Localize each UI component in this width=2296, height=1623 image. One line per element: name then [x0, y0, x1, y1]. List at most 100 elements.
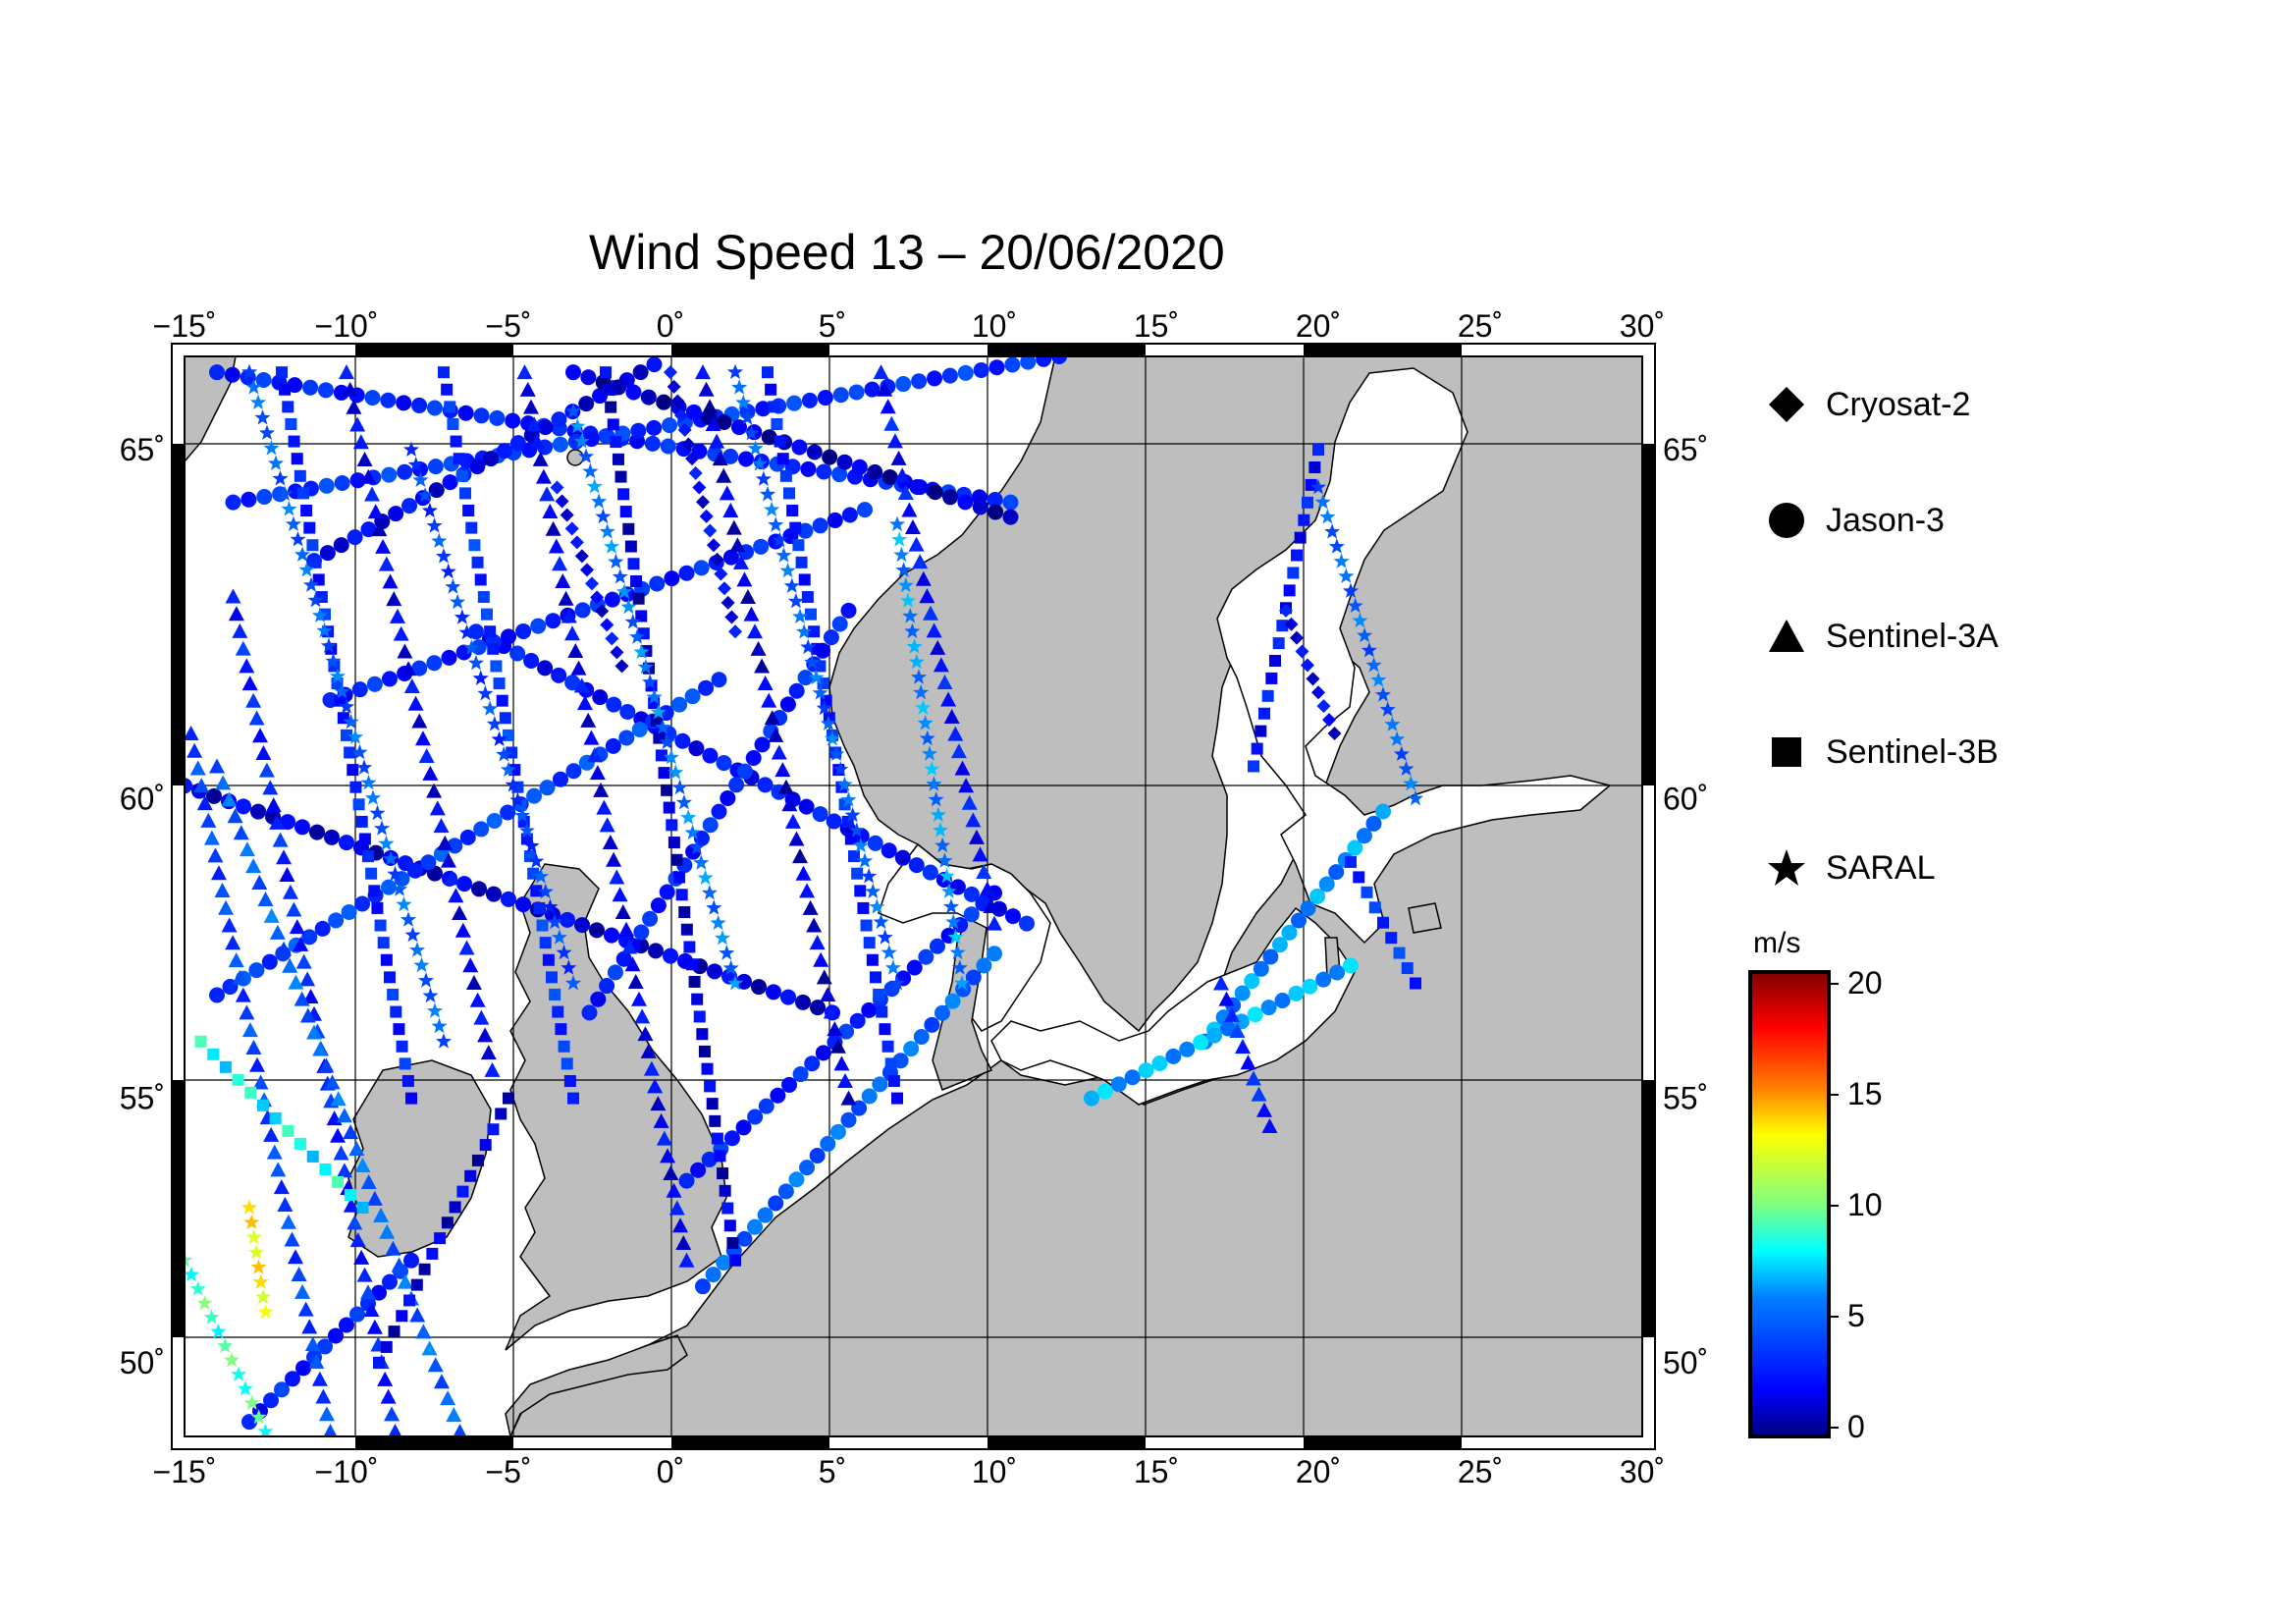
- track-point-sentinel-3b: [666, 819, 678, 832]
- track-point-saral: [189, 1280, 206, 1296]
- track-point-cryosat-2: [681, 437, 696, 452]
- track-point-jason-3: [263, 1392, 279, 1409]
- track-point-jason-3: [515, 622, 532, 639]
- track-point-jason-3: [957, 494, 974, 511]
- track-point-sentinel-3a: [829, 1038, 846, 1054]
- track-point-sentinel-3b: [688, 975, 701, 988]
- track-point-sentinel-3b: [481, 608, 493, 621]
- track-point-sentinel-3a: [743, 606, 760, 622]
- track-point-sentinel-3b: [678, 906, 691, 919]
- track-point-saral: [551, 929, 567, 945]
- track-point-sentinel-3a: [232, 969, 248, 985]
- track-point-jason-3: [578, 396, 595, 412]
- track-point-jason-3: [382, 1273, 398, 1290]
- track-point-sentinel-3b: [527, 867, 540, 880]
- track-point-saral: [463, 639, 480, 655]
- track-point-sentinel-3a: [764, 710, 780, 726]
- track-point-sentinel-3a: [462, 957, 479, 973]
- track-point-sentinel-3a: [555, 573, 571, 589]
- track-point-jason-3: [664, 570, 680, 587]
- track-point-sentinel-3a: [606, 851, 622, 867]
- track-point-jason-3: [552, 436, 568, 453]
- track-point-saral: [245, 1228, 262, 1245]
- track-point-saral: [895, 562, 912, 577]
- track-point-sentinel-3a: [722, 503, 739, 518]
- track-point-jason-3: [735, 1119, 752, 1136]
- track-point-jason-3: [851, 459, 868, 475]
- track-point-jason-3: [302, 379, 319, 396]
- track-point-jason-3: [738, 451, 754, 467]
- track-point-saral: [237, 1380, 253, 1396]
- track-point-jason-3: [806, 444, 823, 460]
- lat-tick-label: 60˚: [1663, 781, 1708, 816]
- track-point-cryosat-2: [1306, 672, 1320, 686]
- track-point-saral: [257, 1423, 274, 1436]
- track-point-jason-3: [812, 517, 828, 534]
- track-point-sentinel-3b: [563, 1074, 576, 1087]
- track-point-jason-3: [766, 984, 781, 1001]
- track-point-jason-3: [318, 477, 335, 494]
- triangle-icon: [1769, 620, 1804, 652]
- track-point-jason-3: [401, 498, 418, 514]
- track-point-sentinel-3a: [312, 1041, 329, 1056]
- track-point-sentinel-3a: [901, 502, 918, 517]
- lon-tick-label: −5˚: [485, 1454, 531, 1489]
- track-point-jason-3: [483, 451, 500, 467]
- track-point-jason-3: [649, 575, 666, 592]
- track-point-sentinel-3a: [228, 952, 244, 968]
- track-point-jason-3: [590, 991, 607, 1007]
- track-point-jason-3: [747, 1218, 764, 1235]
- track-point-jason-3: [722, 448, 739, 464]
- track-point-sentinel-3a: [324, 1074, 341, 1090]
- track-point-jason-3: [625, 384, 642, 401]
- track-point-sentinel-3a: [221, 917, 238, 933]
- track-point-saral: [921, 745, 938, 761]
- track-point-saral: [440, 563, 456, 579]
- track-point-saral: [556, 944, 572, 960]
- track-point-saral: [467, 655, 485, 671]
- track-point-sentinel-3b: [490, 660, 503, 673]
- track-point-sentinel-3b: [1308, 461, 1321, 474]
- track-point-sentinel-3b: [285, 417, 297, 430]
- gulf-of-bothnia: [1216, 367, 1612, 945]
- track-point-jason-3: [396, 395, 412, 411]
- track-point-sentinel-3b: [1302, 496, 1313, 509]
- lon-tick-label: 30˚: [1620, 1454, 1665, 1489]
- track-point-sentinel-3b: [561, 1057, 573, 1070]
- track-point-saral: [688, 839, 705, 855]
- track-point-jason-3: [779, 696, 796, 713]
- track-point-jason-3: [987, 492, 1003, 509]
- track-point-jason-3: [1315, 971, 1332, 988]
- track-point-sentinel-3a: [458, 940, 475, 955]
- track-point-sentinel-3b: [390, 1005, 402, 1018]
- track-point-sentinel-3a: [919, 588, 935, 604]
- track-point-saral: [893, 546, 910, 563]
- track-point-saral: [1328, 538, 1345, 554]
- track-point-sentinel-3b: [1269, 655, 1281, 668]
- track-point-saral: [311, 607, 329, 622]
- track-point-sentinel-3a: [386, 591, 402, 607]
- lon-tick-label: 5˚: [819, 308, 846, 344]
- track-point-sentinel-3a: [634, 1008, 651, 1024]
- track-point-sentinel-3a: [883, 415, 900, 431]
- track-point-saral: [257, 1303, 274, 1320]
- track-point-sentinel-3a: [251, 875, 268, 891]
- track-point-saral: [240, 363, 258, 379]
- track-point-jason-3: [630, 422, 647, 439]
- track-point-sentinel-3a: [750, 640, 767, 656]
- track-point-sentinel-3a: [311, 1371, 328, 1386]
- track-point-sentinel-3a: [378, 556, 395, 571]
- track-point-sentinel-3b: [721, 1202, 734, 1215]
- track-point-cryosat-2: [1290, 630, 1304, 645]
- track-point-sentinel-3b: [1401, 962, 1414, 975]
- track-point-jason-3: [656, 394, 672, 410]
- track-point-saral: [908, 653, 925, 670]
- track-point-sentinel-3a: [288, 974, 304, 990]
- track-point-saral: [1370, 672, 1387, 687]
- track-point-sentinel-3b: [783, 487, 795, 500]
- track-point-saral: [917, 715, 934, 730]
- track-point-sentinel-3b: [1248, 760, 1259, 773]
- track-point-sentinel-3b: [410, 1278, 423, 1291]
- track-point-sentinel-3a: [294, 991, 310, 1006]
- track-point-sentinel-3b: [418, 1263, 431, 1275]
